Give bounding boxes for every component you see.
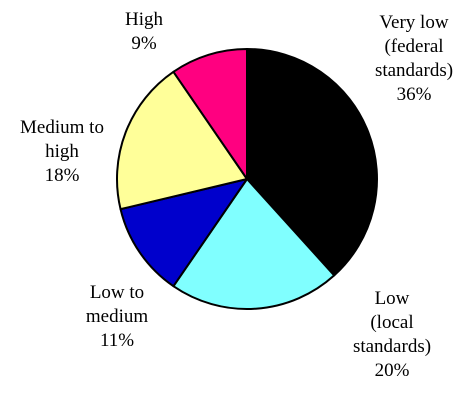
- pie-slice-2: [119, 178, 248, 288]
- pie-slices: [116, 48, 378, 310]
- pie-label-1-line-0: Low: [375, 288, 410, 309]
- pie-label-1-line-2: standards): [353, 336, 431, 357]
- pie-label-2-line-2: 11%: [100, 330, 134, 351]
- pie-label-4: High 9%: [125, 9, 164, 54]
- pie-slice-0: [246, 48, 378, 277]
- pie-labels: Very low (federal standards) 36% Low (local st…: [20, 9, 453, 381]
- pie-slice-3: [116, 70, 248, 211]
- pie-label-2-line-1: medium: [86, 306, 148, 327]
- pie-label-1: Low (local standards) 20%: [353, 288, 431, 381]
- pie-label-3-line-2: 18%: [45, 165, 80, 186]
- pie-label-0-line-1: (federal: [384, 36, 443, 57]
- pie-label-0-line-2: standards): [375, 60, 453, 81]
- pie-label-4-line-0: High: [125, 9, 164, 30]
- pie-label-1-line-3: 20%: [375, 360, 410, 381]
- pie-label-0-line-0: Very low: [379, 12, 448, 33]
- pie-label-3: Medium to high 18%: [20, 117, 104, 186]
- pie-label-0: Very low (federal standards) 36%: [375, 12, 453, 105]
- pie-label-0-line-3: 36%: [397, 84, 432, 105]
- pie-slice-1: [172, 178, 336, 310]
- pie-label-2-line-0: Low to: [90, 282, 144, 303]
- pie-slice-4: [172, 48, 248, 180]
- pie-label-4-line-1: 9%: [131, 33, 157, 54]
- pie-label-1-line-1: (local: [370, 312, 413, 333]
- pie-label-3-line-1: high: [45, 141, 79, 162]
- pie-label-2: Low to medium 11%: [86, 282, 148, 351]
- pie-label-3-line-0: Medium to: [20, 117, 104, 138]
